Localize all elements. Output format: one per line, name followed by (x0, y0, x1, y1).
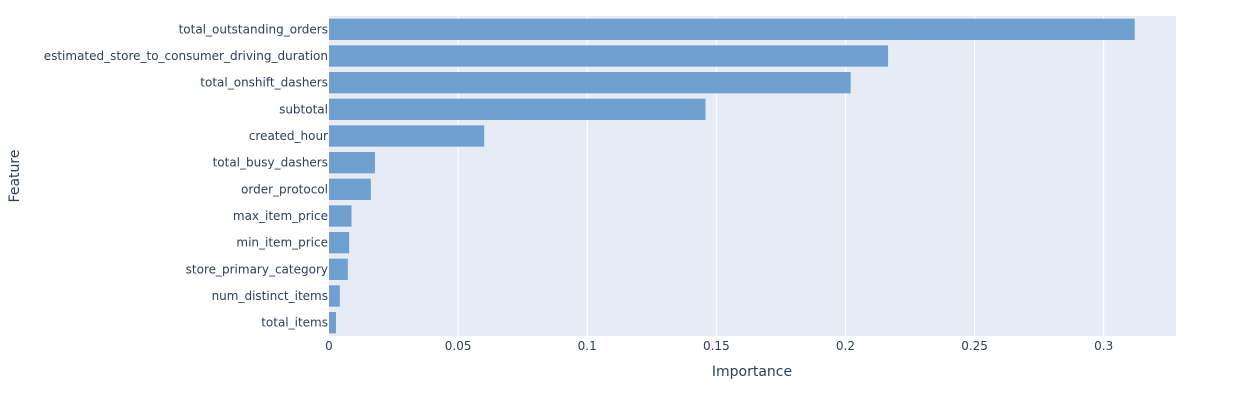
x-tick-label: 0.25 (961, 339, 988, 353)
y-tick-label: total_outstanding_orders (179, 22, 328, 36)
y-tick-label: store_primary_category (186, 262, 328, 276)
y-tick-labels: total_outstanding_orders estimated_store_… (44, 22, 328, 329)
x-tick-label: 0 (325, 339, 333, 353)
y-tick-label: max_item_price (233, 209, 328, 223)
grid-lines (457, 16, 1105, 336)
bar-total-outstanding-orders (329, 18, 1135, 40)
y-tick-label: min_item_price (236, 236, 328, 250)
bars (329, 18, 1135, 334)
y-tick-label: total_onshift_dashers (200, 76, 328, 90)
y-tick-label: estimated_store_to_consumer_driving_dura… (44, 49, 328, 63)
x-tick-label: 0.3 (1094, 339, 1113, 353)
bar-num-distinct-items (329, 285, 340, 307)
x-tick-label: 0.1 (578, 339, 597, 353)
bar-max-item-price (329, 205, 352, 227)
x-tick-label: 0.05 (445, 339, 472, 353)
bar-store-primary-category (329, 258, 348, 280)
bar-subtotal (329, 98, 706, 120)
y-tick-label: num_distinct_items (212, 289, 328, 303)
bar-order-protocol (329, 178, 371, 200)
bar-total-onshift-dashers (329, 72, 851, 94)
bar-created-hour (329, 125, 485, 147)
y-tick-label: total_items (261, 316, 328, 330)
y-tick-label: subtotal (279, 102, 328, 116)
y-tick-label: order_protocol (241, 182, 328, 196)
y-tick-label: created_hour (249, 129, 328, 143)
y-tick-label: total_busy_dashers (213, 156, 328, 170)
x-tick-label: 0.15 (703, 339, 730, 353)
bar-min-item-price (329, 232, 350, 254)
x-tick-label: 0.2 (836, 339, 855, 353)
bar-estimated-store-to-consumer-driving-duration (329, 45, 889, 67)
x-tick-labels: 0 0.05 0.1 0.15 0.2 0.25 0.3 (325, 339, 1113, 353)
bar-total-items (329, 312, 336, 334)
bar-total-busy-dashers (329, 152, 375, 174)
x-axis-title: Importance (712, 364, 792, 380)
plot-background (329, 16, 1176, 336)
y-axis-title: Feature (7, 150, 23, 203)
